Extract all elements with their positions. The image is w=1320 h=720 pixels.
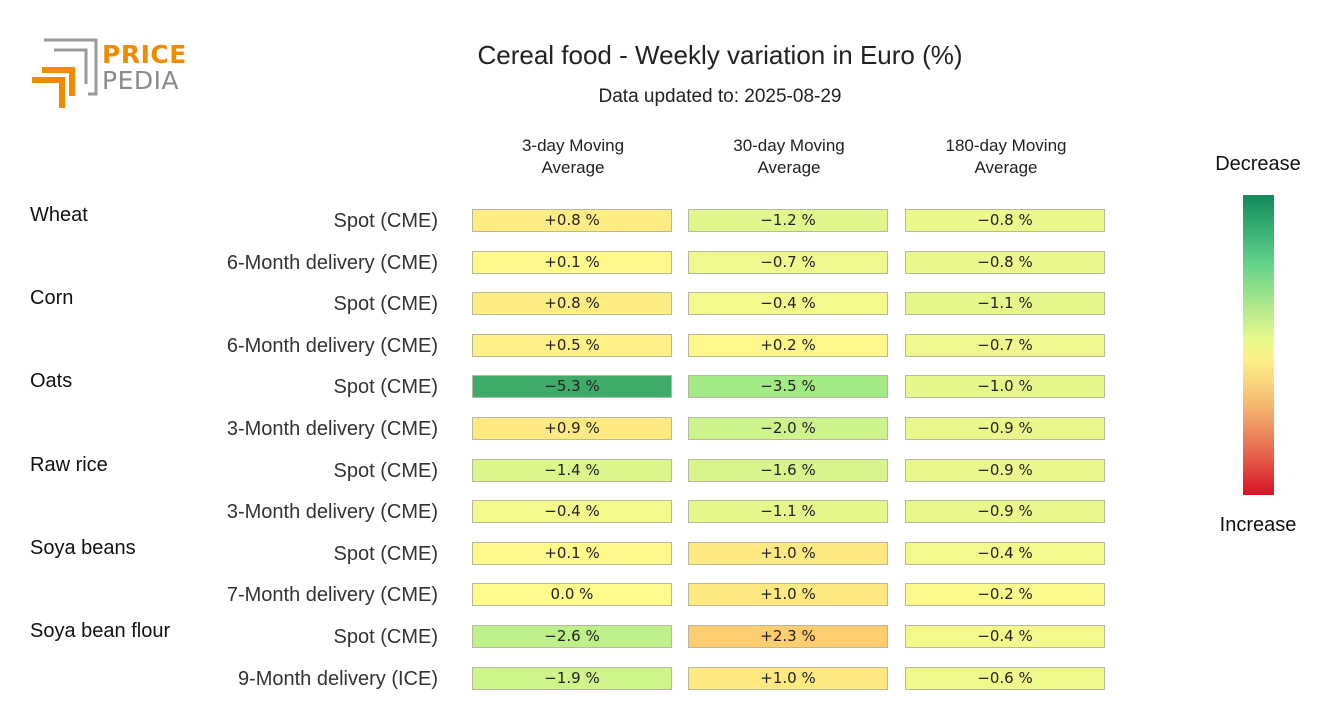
heatmap-cell: −1.2 % [688,209,888,232]
heatmap-cell: −1.4 % [472,458,672,482]
heatmap-cell: +0.1 % [472,250,672,274]
heatmap-cell: +0.9 % [472,417,672,440]
heatmap-cell: +0.5 % [472,333,672,357]
heatmap-cell: −2.6 % [472,625,672,648]
row-label: Spot (CME) [333,210,438,232]
group-label: Wheat [30,204,88,226]
heatmap-cell: −3.5 % [688,375,888,399]
heatmap-cell: +0.1 % [472,541,672,565]
heatmap-cell: +0.8 % [472,209,672,232]
row-label: Spot (CME) [333,542,438,565]
logo-word-pedia: PEDIA [102,66,180,95]
row-label: 7-Month delivery (CME) [226,584,438,607]
logo-word-price: PRICE [102,40,187,69]
legend-label-decrease: Decrease [1215,153,1301,175]
heatmap-cell: −0.9 % [905,417,1105,440]
row-label: Spot (CME) [333,376,438,399]
chart-title: Cereal food - Weekly variation in Euro (… [477,40,963,70]
chart-subtitle: Data updated to: 2025-08-29 [598,86,842,107]
group-label: Raw rice [30,453,108,476]
row-label: 6-Month delivery (CME) [226,334,438,357]
heatmap-cell: −0.6 % [905,666,1105,690]
heatmap-cell: −5.3 % [472,375,672,399]
pricepedia-logo: PRICE PEDIA [30,38,190,110]
heatmap-cell: +2.3 % [688,625,888,648]
heatmap-cell: −1.1 % [905,292,1105,316]
row-label: Spot (CME) [333,459,438,482]
heatmap-cell: −0.4 % [472,500,672,524]
group-label: Corn [30,287,74,310]
heatmap-cell: +1.0 % [688,666,888,690]
heatmap-cell: −1.1 % [688,500,888,524]
logo-icon [32,38,98,108]
legend-label-increase: Increase [1219,514,1297,536]
legend-color-scale [1243,195,1274,495]
heatmap-cell: −0.8 % [905,209,1105,232]
heatmap-cell: −0.8 % [905,250,1105,274]
heatmap-cell: −2.0 % [688,417,888,440]
heatmap-cell: +0.8 % [472,292,672,316]
heatmap-cell: −0.9 % [905,458,1105,482]
heatmap-cell: −0.9 % [905,500,1105,524]
heatmap-cell: −0.7 % [905,333,1105,357]
heatmap-cell: −0.7 % [688,250,888,274]
heatmap-cell: −1.9 % [472,666,672,690]
heatmap-cell: −1.0 % [905,375,1105,399]
heatmap-cell: −1.6 % [688,458,888,482]
row-label: 6-Month delivery (CME) [226,251,438,274]
row-label: 9-Month delivery (ICE) [237,667,438,690]
column-header-180day: 180-day Moving Average [945,136,1067,177]
group-label: Oats [30,370,73,393]
heatmap-cell: −0.4 % [688,292,888,316]
column-header-3day: 3-day Moving Average [521,136,625,177]
group-label: Soya beans [30,536,136,559]
heatmap-cell: −0.2 % [905,583,1105,607]
heatmap-cell: −0.4 % [905,625,1105,648]
group-label: Soya bean flour [30,620,171,642]
row-label: 3-Month delivery (CME) [226,418,438,440]
row-label: Spot (CME) [333,293,438,316]
heatmap-cell: 0.0 % [472,583,672,607]
heatmap-cell: +0.2 % [688,333,888,357]
heatmap-cell: +1.0 % [688,583,888,607]
row-label: Spot (CME) [333,626,438,648]
column-header-30day: 30-day Moving Average [733,136,845,177]
row-label: 3-Month delivery (CME) [226,501,438,524]
heatmap-cell: +1.0 % [688,541,888,565]
heatmap-cell: −0.4 % [905,541,1105,565]
